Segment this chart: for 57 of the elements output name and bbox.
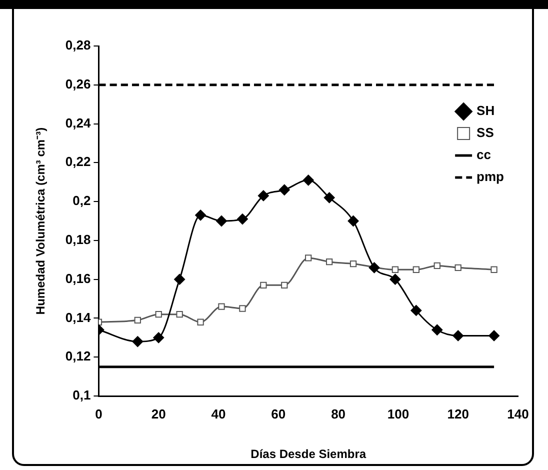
point [368,262,380,274]
point [305,254,312,262]
point [236,214,248,225]
point [348,216,359,226]
point [412,266,420,273]
point [410,304,422,316]
y-axis-title: Humedad Volumétrica (cm³ cm⁻³) [34,127,48,315]
x-tick-label: 100 [387,406,410,422]
point [434,262,440,270]
point [326,258,333,266]
y-tick-label: 0,28 [65,38,91,53]
y-tick-label: 0,24 [65,115,92,130]
y-tick-label: 0,14 [65,310,92,325]
point [392,266,399,273]
point [176,311,183,318]
legend-label: cc [476,147,492,162]
point [132,336,144,348]
x-tick-label: 20 [151,406,166,422]
y-tick-label: 0,22 [65,154,91,170]
point [239,305,246,312]
point [302,174,314,186]
legend-label: pmp [476,169,504,184]
y-tick-label: 0,18 [65,232,91,248]
point [278,184,290,196]
point [153,332,164,344]
point [350,260,357,268]
point [324,192,335,204]
point [134,316,141,324]
point [258,190,269,202]
legend-label: SS [476,125,494,140]
point [390,274,401,285]
point [216,216,227,226]
x-tick-label: 0 [95,406,102,422]
x-tick-label: 120 [447,406,469,422]
point [195,210,206,221]
point [197,318,204,326]
x-tick-label: 80 [331,406,346,422]
y-tick-label: 0,12 [65,348,91,364]
x-tick-label: 40 [211,406,226,422]
y-tick-label: 0,1 [72,388,91,403]
point [488,330,500,342]
point [155,311,162,318]
x-axis-title: Días Desde Siembra [250,447,366,462]
point [454,264,462,271]
point [174,274,186,285]
y-tick-label: 0,26 [65,76,91,92]
point [432,324,443,336]
point [452,330,464,342]
y-tick-label: 0,16 [65,270,91,286]
y-tick-label: 0,2 [72,193,91,208]
legend-label: SH [476,103,495,118]
x-tick-label: 60 [271,406,286,422]
point [260,282,267,288]
x-tick-label: 140 [507,406,529,422]
point [281,282,288,288]
point [490,266,498,273]
point [218,303,225,310]
